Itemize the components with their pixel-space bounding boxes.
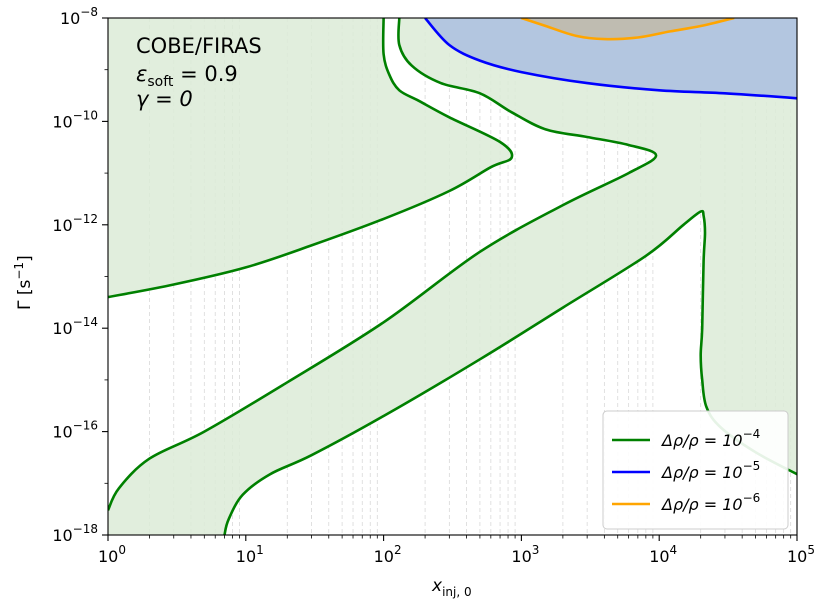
series-1-contour-2 [108, 18, 658, 511]
x-tick-exp: 2 [394, 543, 402, 557]
series-1-contour-1 [108, 18, 514, 299]
y-tick-label-5: 10−8 [60, 5, 98, 28]
annotation-gamma: γ = 0 [136, 87, 193, 111]
legend-entry-2: Δρ/ρ = 10−5 [660, 459, 760, 482]
y-tick-base: 10 [52, 319, 72, 338]
y-tick-exp: −18 [73, 522, 98, 536]
x-tick-label-0: 100 [98, 543, 126, 566]
x-tick-label-4: 104 [649, 543, 677, 566]
y-axis-label-sup: −1 [12, 262, 26, 280]
y-tick-exp: −8 [80, 5, 98, 19]
annotation-epsilon-value: = 0.9 [173, 62, 237, 86]
x-tick-label-5: 105 [787, 543, 815, 566]
x-tick-base: 10 [511, 547, 531, 566]
y-tick-base: 10 [52, 216, 72, 235]
x-tick-label-3: 103 [511, 543, 539, 566]
x-tick-label-1: 101 [236, 543, 264, 566]
x-axis-label-sub: inj, 0 [442, 585, 472, 599]
x-tick-label-2: 102 [374, 543, 402, 566]
legend-entry-1: Δρ/ρ = 10−4 [660, 427, 760, 450]
x-tick-exp: 1 [256, 543, 264, 557]
y-axis-label: Γ [s−1] [12, 255, 35, 310]
series-3-contour-1 [520, 18, 735, 41]
excluded-region-top-left [108, 18, 513, 298]
plot-area [108, 18, 797, 535]
annotation-epsilon: εsoft = 0.9 [136, 62, 238, 90]
series-1-contour-3 [223, 209, 797, 535]
legend-entry-exp: −4 [743, 427, 761, 441]
y-tick-base: 10 [52, 112, 72, 131]
x-tick-exp: 0 [118, 543, 126, 557]
x-tick-exp: 3 [532, 543, 540, 557]
contour-lines [108, 18, 797, 535]
y-axis-label-main: Γ [s [15, 279, 35, 310]
legend: Δρ/ρ = 10−4Δρ/ρ = 10−5Δρ/ρ = 10−6 [602, 410, 789, 530]
excluded-region-blue [425, 18, 797, 99]
y-tick-label-1: 10−16 [52, 419, 98, 442]
series-2-contour-1 [424, 18, 797, 100]
annotation-experiment: COBE/FIRAS [136, 34, 262, 58]
legend-entry-name: Δρ/ρ = 10 [660, 495, 743, 514]
x-tick-base: 10 [787, 547, 807, 566]
annotation: COBE/FIRAS εsoft = 0.9 γ = 0 [136, 34, 262, 111]
y-tick-exp: −14 [73, 315, 98, 329]
legend-entry-name: Δρ/ρ = 10 [660, 463, 743, 482]
legend-entry-3: Δρ/ρ = 10−6 [660, 491, 760, 514]
y-tick-label-2: 10−14 [52, 315, 98, 338]
y-tick-label-4: 10−10 [52, 108, 98, 131]
legend-entry-name: Δρ/ρ = 10 [660, 431, 743, 450]
y-tick-exp: −12 [73, 212, 98, 226]
x-tick-base: 10 [649, 547, 669, 566]
y-tick-base: 10 [52, 423, 72, 442]
legend-entry-exp: −6 [743, 491, 761, 505]
excluded-region-bottom-right [108, 18, 797, 535]
y-tick-base: 10 [52, 526, 72, 545]
y-tick-base: 10 [60, 9, 80, 28]
y-axis-label-tail: ] [15, 255, 35, 262]
y-tick-label-3: 10−12 [52, 212, 98, 235]
annotation-epsilon-sub: soft [147, 74, 174, 90]
x-tick-exp: 4 [670, 543, 678, 557]
x-tick-base: 10 [236, 547, 256, 566]
legend-entry-exp: −5 [743, 459, 761, 473]
annotation-epsilon-symbol: ε [136, 62, 147, 86]
x-axis-label: xinj, 0 [431, 576, 472, 599]
x-tick-exp: 5 [807, 543, 815, 557]
x-axis-ticks: 100 101 102 103 104 105 [98, 535, 815, 566]
x-tick-base: 10 [98, 547, 118, 566]
y-tick-exp: −10 [73, 108, 98, 122]
x-tick-base: 10 [374, 547, 394, 566]
x-axis-label-main: x [431, 576, 443, 596]
y-tick-label-0: 10−18 [52, 522, 98, 545]
y-tick-exp: −16 [73, 419, 98, 433]
excluded-region-orange [521, 18, 735, 40]
